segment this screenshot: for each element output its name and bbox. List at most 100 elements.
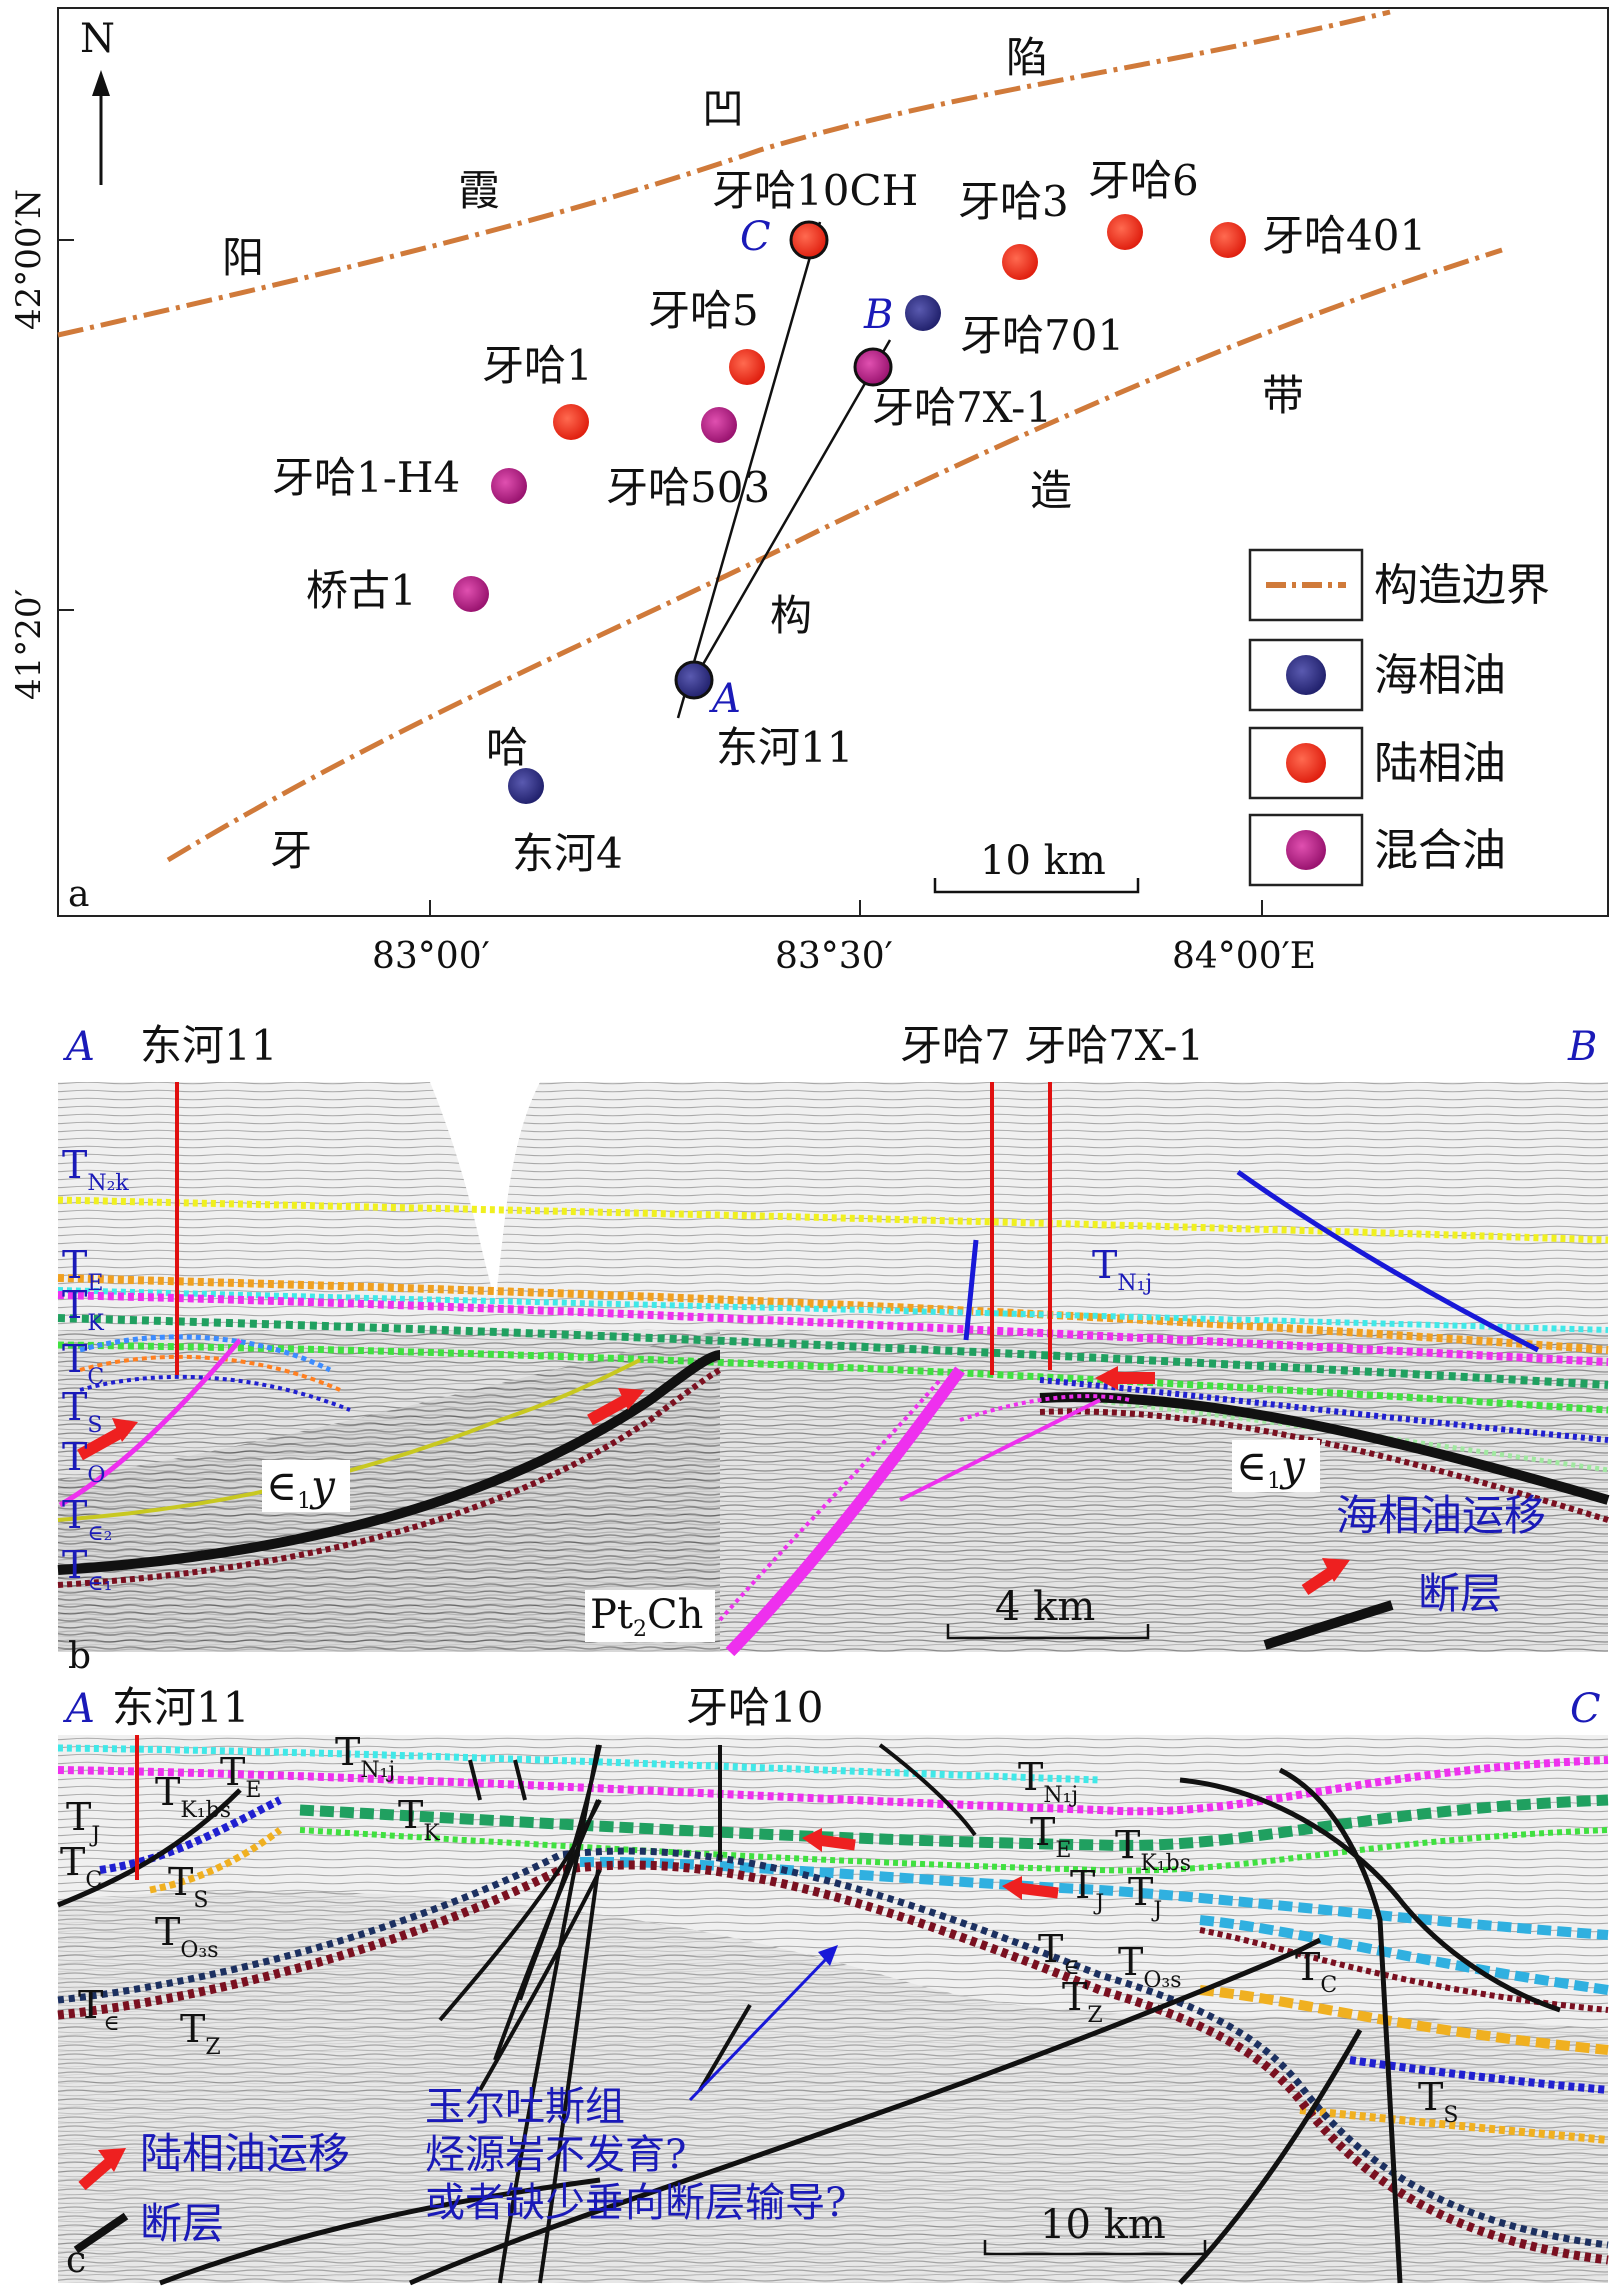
horizon-c-j	[579, 1856, 1609, 1940]
well-label-yaha7x1: 牙哈7X-1	[872, 383, 1052, 432]
section-b-data-gap	[430, 1082, 540, 1300]
horizon-label-c-z: TZ	[180, 2007, 221, 2060]
region-char-ha: 哈	[486, 723, 528, 772]
svg-text:Pt2Ch: Pt2Ch	[590, 1592, 703, 1642]
strata-label-b-e1y-left: ∈1y	[262, 1460, 350, 1514]
well-marker-yaha701	[905, 295, 941, 331]
well-label-yaha3: 牙哈3	[958, 177, 1069, 226]
legend-label-boundary: 构造边界	[1374, 560, 1550, 611]
legend-mixed-icon	[1286, 830, 1326, 870]
region-char-xian: 陷	[1006, 33, 1048, 82]
horizon-c-z	[57, 1860, 1609, 2265]
region-char-ao: 凹	[702, 84, 744, 133]
horizon-label-c-o3s-right: TO₃s	[1118, 1940, 1182, 1993]
well-marker-donghe11	[674, 660, 714, 700]
well-marker-yaha401	[1210, 222, 1246, 258]
well-label-yaha10ch: 牙哈10CH	[712, 166, 918, 215]
horizon-label-c-s-right: TS	[1418, 2075, 1458, 2128]
annotation-line-2: 烃源岩不发育?	[425, 2132, 686, 2178]
region-char-gou: 构	[770, 591, 812, 640]
section-c-legend-arrow-icon	[78, 2148, 126, 2191]
horizon-c-s	[99, 1796, 282, 1874]
section-b-scale-label: 4 km	[995, 1584, 1095, 1630]
section-b-panel-label: b	[68, 1636, 91, 1677]
section-c-left-end: A	[62, 1686, 95, 1732]
horizon-label-c-j-right-1: TJ	[1070, 1863, 1104, 1916]
horizon-label-c-k1bs-right: TK₁bs	[1115, 1823, 1191, 1876]
horizon-label-b-k: TK	[62, 1283, 104, 1336]
annotation-line-1: 玉尔吐斯组	[425, 2084, 625, 2130]
horizon-label-b-n2k: TN₂k	[62, 1143, 129, 1196]
well-label-yaha401: 牙哈401	[1262, 211, 1426, 260]
section-c-panel: TE TN₁j TK₁bs TJ TK TC TS TO₃s T∈ TZ TN₁…	[57, 1683, 1609, 2286]
map-scale-bar	[933, 878, 1140, 894]
fault-b-donghe	[58, 1338, 242, 1508]
point-label-c: C	[740, 214, 771, 260]
section-b-legend-fault-icon	[1263, 1600, 1394, 1650]
horizon-b-n2k	[57, 1196, 1609, 1244]
well-marker-qiaogu1	[453, 576, 489, 612]
region-char-ya: 牙	[270, 826, 312, 875]
horizon-b-n1j	[57, 1287, 1609, 1333]
section-b-panel: TN₂k TE TK TC TS TO T∈₂ T∈₁ TN₁j ∈1y ∈1y…	[57, 1021, 1610, 1677]
legend-label-marine: 海相油	[1374, 650, 1506, 701]
point-label-b: B	[863, 292, 893, 338]
well-label-qiaogu1: 桥古1	[306, 566, 417, 615]
horizon-label-c-c: TC	[60, 1840, 102, 1893]
well-marker-donghe4	[508, 768, 544, 804]
well-marker-yaha10ch	[789, 220, 829, 260]
strata-label-b-e1y-right: ∈1y	[1232, 1440, 1320, 1494]
point-label-a: A	[708, 676, 741, 722]
well-marker-yaha503	[701, 407, 737, 443]
well-marker-yaha1	[553, 404, 589, 440]
horizon-b-e	[57, 1274, 1609, 1354]
section-b-legend-fault: 断层	[1418, 1569, 1502, 1618]
horizon-label-c-k1bs: TK₁bs	[155, 1770, 231, 1823]
section-c-well-yaha10: 牙哈10	[686, 1683, 823, 1732]
horizon-label-c-s: TS	[168, 1860, 208, 1913]
section-line-ac	[676, 221, 822, 719]
well-label-yaha5: 牙哈5	[648, 286, 759, 335]
section-c-panel-label: c	[66, 2240, 86, 2281]
well-label-yaha701: 牙哈701	[960, 311, 1124, 360]
annotation-arrow-icon	[688, 1953, 832, 2102]
well-label-yaha1: 牙哈1	[482, 341, 593, 390]
region-char-zao: 造	[1030, 466, 1072, 515]
well-marker-yaha7x1	[853, 347, 893, 387]
legend-terrestrial-icon	[1286, 743, 1326, 783]
section-c-legend-migration: 陆相油运移	[140, 2129, 350, 2178]
well-label-donghe11: 东河11	[716, 723, 853, 772]
map-panel-label: a	[68, 874, 89, 915]
section-b-legend-migration: 海相油运移	[1336, 1491, 1546, 1540]
legend-label-terrestrial: 陆相油	[1374, 738, 1506, 789]
section-b-scale-bar	[946, 1624, 1150, 1640]
section-b-legend-arrow-icon	[1301, 1558, 1350, 1595]
horizon-c-e	[57, 1756, 1609, 1816]
migration-arrow-c-icon	[802, 1828, 1059, 1900]
svg-text:∈1y: ∈1y	[1236, 1441, 1306, 1494]
horizon-label-b-c: TC	[62, 1337, 104, 1390]
map-legend: 构造边界 海相油 陆相油 混合油	[1248, 548, 1550, 887]
lat-label-4120: 41°20′	[9, 589, 49, 700]
horizon-label-c-c-right: TC	[1295, 1945, 1337, 1998]
horizon-label-b-s: TS	[62, 1385, 102, 1438]
horizon-label-c-k: TK	[398, 1793, 440, 1846]
horizon-b-k	[57, 1314, 1609, 1389]
horizon-b-k-magenta	[57, 1291, 1609, 1366]
horizon-label-b-e1: T∈₁	[62, 1543, 112, 1596]
region-char-yang: 阳	[222, 233, 264, 282]
horizon-c-n1j	[57, 1744, 1101, 1784]
legend-marine-icon	[1286, 655, 1326, 695]
well-label-yaha1h4: 牙哈1-H4	[272, 453, 460, 502]
horizon-b-e1y	[57, 1350, 721, 1575]
section-b-well-donghe11: 东河11	[140, 1021, 277, 1070]
horizon-label-c-z-right: TZ	[1062, 1975, 1103, 2028]
section-c-legend-fault-icon	[73, 2212, 129, 2254]
well-label-yaha503: 牙哈503	[606, 463, 770, 512]
migration-arrow-icon	[77, 1366, 1155, 1461]
well-marker-yaha5	[729, 349, 765, 385]
section-b-right-end: B	[1567, 1024, 1597, 1070]
section-c-scale-bar	[983, 2240, 1207, 2256]
lon-label-8400: 84°00′E	[1172, 936, 1316, 977]
